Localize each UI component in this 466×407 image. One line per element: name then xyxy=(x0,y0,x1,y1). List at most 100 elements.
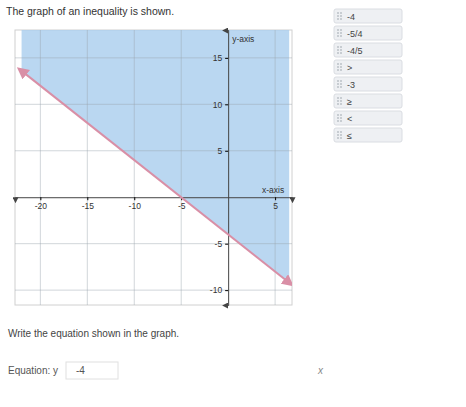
drag-handle xyxy=(340,66,342,68)
drag-handle xyxy=(337,120,339,122)
tick-mark xyxy=(134,197,135,200)
option-box[interactable] xyxy=(334,128,402,142)
equation-label: Equation: y xyxy=(8,365,58,376)
drag-handle xyxy=(340,46,342,48)
tick-label: 15 xyxy=(213,53,223,63)
drag-handle xyxy=(340,114,342,116)
drag-handle xyxy=(337,83,339,85)
drag-handle xyxy=(337,80,339,82)
drag-handle xyxy=(337,137,339,139)
grid-line xyxy=(40,30,41,305)
drag-handle xyxy=(337,49,339,51)
drag-handle xyxy=(337,134,339,136)
option-label: ≤ xyxy=(347,131,352,141)
option-tile[interactable]: -5/4 xyxy=(334,26,402,40)
plot-frame xyxy=(15,30,292,305)
option-box[interactable] xyxy=(334,77,402,91)
tick-label: 5 xyxy=(273,201,278,211)
tick: -5 xyxy=(215,239,229,249)
tick-label: -10 xyxy=(210,285,223,295)
drag-handle xyxy=(340,83,342,85)
tick: 5 xyxy=(217,146,228,156)
option-label: ≥ xyxy=(347,97,352,107)
drag-handle xyxy=(337,35,339,37)
tick: -15 xyxy=(82,197,95,211)
axis-line xyxy=(16,198,293,201)
drag-handle xyxy=(337,114,339,116)
tick-label: -20 xyxy=(35,201,48,211)
axis-line xyxy=(225,31,229,306)
tick: -10 xyxy=(129,197,142,211)
option-box[interactable] xyxy=(334,111,402,125)
grid-line xyxy=(15,57,292,58)
tick-mark xyxy=(40,197,41,200)
drag-handle xyxy=(337,131,339,133)
tick: 10 xyxy=(213,100,228,110)
tick-label: -15 xyxy=(82,201,95,211)
drag-handle xyxy=(337,66,339,68)
drag-handle xyxy=(337,63,339,65)
option-box[interactable] xyxy=(334,26,402,40)
grid-line xyxy=(15,150,292,151)
option-tile[interactable]: < xyxy=(334,111,402,125)
boundary xyxy=(22,71,290,283)
drag-handle xyxy=(340,103,342,105)
answer-value: -4 xyxy=(76,365,85,376)
drag-handle xyxy=(337,100,339,102)
grid-line xyxy=(15,243,292,244)
option-box[interactable] xyxy=(334,43,402,57)
tick-mark xyxy=(225,244,228,245)
drag-handle xyxy=(340,100,342,102)
drag-handle xyxy=(340,49,342,51)
y-axis-label: y-axis xyxy=(232,34,254,44)
option-box[interactable] xyxy=(334,60,402,74)
grid xyxy=(15,30,292,305)
drag-handle xyxy=(340,12,342,14)
drag-handle xyxy=(340,117,342,119)
answer-box[interactable] xyxy=(66,362,118,379)
option-tile[interactable]: -3 xyxy=(334,77,402,91)
options: -4 -5/4 -4/5 > -3 ≥ < ≤ xyxy=(334,9,402,142)
equation-variable: x xyxy=(317,365,324,376)
drag-handle xyxy=(340,18,342,20)
drag-handle xyxy=(337,52,339,54)
option-label: -4 xyxy=(347,12,355,22)
drag-handle xyxy=(337,103,339,105)
shaded-region xyxy=(22,30,290,283)
option-label: < xyxy=(347,114,352,124)
drag-handle xyxy=(340,69,342,71)
drag-handle xyxy=(337,117,339,119)
option-tile[interactable]: > xyxy=(334,60,402,74)
grid-line xyxy=(15,104,292,105)
option-box[interactable] xyxy=(334,9,402,23)
prompt: Write the equation shown in the graph. xyxy=(8,328,179,339)
option-tile[interactable]: ≤ xyxy=(334,128,402,142)
y-axis: -10 -5 5 10 15 xyxy=(210,31,229,306)
drag-handle xyxy=(340,15,342,17)
option-tile[interactable]: -4 xyxy=(334,9,402,23)
grid-line xyxy=(181,30,182,305)
tick-label: 5 xyxy=(217,146,222,156)
drag-handle xyxy=(337,12,339,14)
option-label: -4/5 xyxy=(347,46,363,56)
option-tile[interactable]: -4/5 xyxy=(334,43,402,57)
drag-handle xyxy=(340,97,342,99)
tick-label: -10 xyxy=(129,201,142,211)
drag-handle xyxy=(337,46,339,48)
title: The graph of an inequality is shown. xyxy=(6,5,174,17)
grid-line xyxy=(87,30,88,305)
option-tile[interactable]: ≥ xyxy=(334,94,402,108)
tick-mark xyxy=(275,197,276,200)
tick-label: 10 xyxy=(213,100,223,110)
drag-handle xyxy=(340,131,342,133)
option-box[interactable] xyxy=(334,94,402,108)
option-label: > xyxy=(347,63,352,73)
drag-handle xyxy=(340,134,342,136)
tick: 5 xyxy=(273,197,278,211)
drag-handle xyxy=(340,120,342,122)
drag-handle xyxy=(337,69,339,71)
drag-handle xyxy=(340,137,342,139)
tick: 15 xyxy=(213,53,228,63)
drag-handle xyxy=(340,35,342,37)
x-axis: -20-15-10-55 xyxy=(16,197,293,211)
